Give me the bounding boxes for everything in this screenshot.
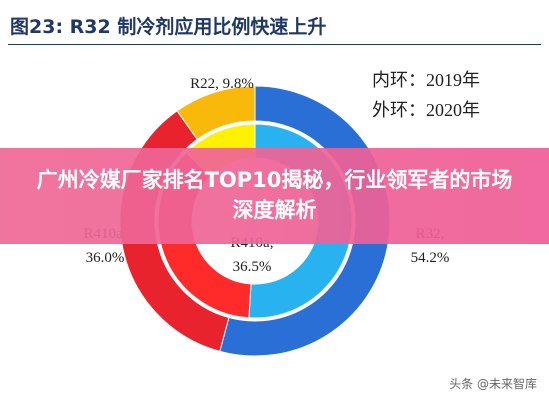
watermark: 头条 @未来智库 [449,377,537,391]
chart-title: 图23: R32 制冷剂应用比例快速上升 [10,16,327,38]
legend-entry: 内环：2019年 [372,70,480,90]
banner-text: 广州冷媒厂家排名TOP10揭秘，行业领军者的市场深度解析 [36,168,513,222]
donut-segment [176,85,256,141]
banner [0,148,549,244]
legend-entry: 外环：2020年 [372,100,480,120]
data-label: R22, 9.8% [190,76,254,92]
title-rule [8,44,541,45]
